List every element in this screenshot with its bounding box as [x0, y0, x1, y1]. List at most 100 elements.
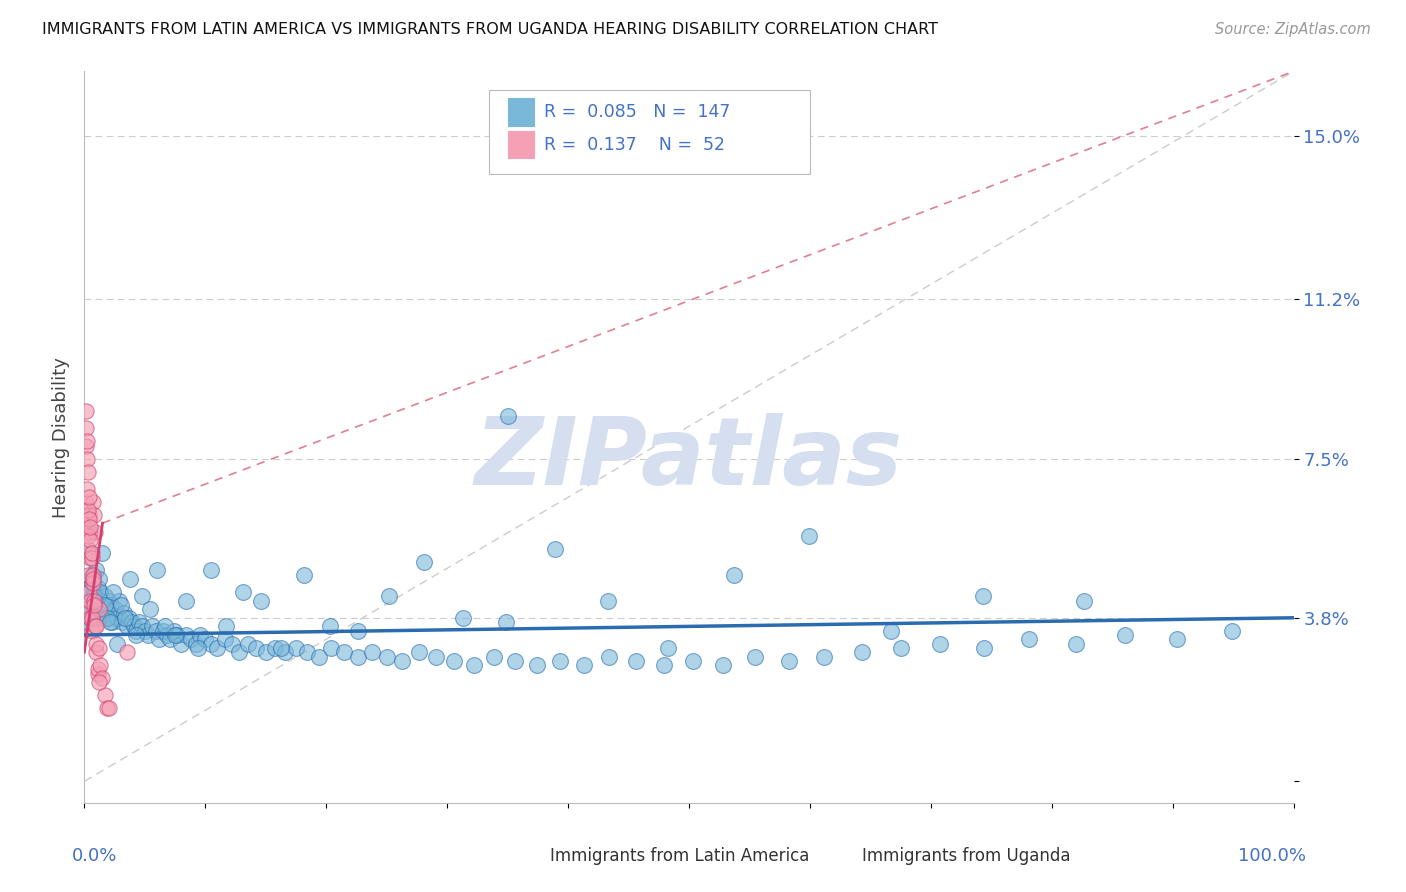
- Text: Immigrants from Uganda: Immigrants from Uganda: [862, 847, 1070, 865]
- Point: [77, 503, 100, 517]
- Point: [105, 637, 128, 651]
- Point: [86, 611, 108, 625]
- Point: [544, 541, 567, 556]
- Text: R =  0.085   N =  147: R = 0.085 N = 147: [544, 103, 730, 121]
- Point: [346, 624, 368, 638]
- Bar: [508, 98, 534, 126]
- Point: [79, 593, 101, 607]
- Point: [254, 645, 277, 659]
- Point: [94, 598, 117, 612]
- Point: [75, 421, 97, 435]
- Point: [134, 624, 156, 638]
- Point: [146, 564, 169, 578]
- Point: [245, 640, 267, 655]
- Point: [451, 611, 474, 625]
- Point: [890, 640, 912, 655]
- Point: [97, 593, 120, 607]
- Point: [141, 619, 163, 633]
- Point: [295, 645, 318, 659]
- Point: [80, 546, 103, 560]
- Point: [96, 701, 118, 715]
- Point: [97, 701, 120, 715]
- Point: [657, 640, 679, 655]
- Point: [408, 645, 430, 659]
- Point: [86, 645, 108, 659]
- Point: [115, 645, 138, 659]
- Point: [84, 593, 107, 607]
- Point: [77, 602, 100, 616]
- Point: [596, 593, 619, 607]
- Bar: [508, 130, 534, 159]
- Point: [80, 576, 103, 591]
- Point: [104, 602, 127, 616]
- Text: ZIPatlas: ZIPatlas: [475, 413, 903, 505]
- Point: [75, 602, 97, 616]
- Point: [200, 564, 222, 578]
- Point: [93, 607, 115, 621]
- Point: [91, 598, 114, 612]
- Point: [1220, 624, 1243, 638]
- Point: [413, 555, 436, 569]
- Point: [98, 607, 121, 621]
- Point: [86, 611, 108, 625]
- Point: [86, 637, 108, 651]
- Point: [91, 546, 114, 560]
- Point: [101, 615, 124, 629]
- Point: [90, 611, 112, 625]
- Point: [120, 572, 142, 586]
- Point: [83, 589, 105, 603]
- Point: [443, 654, 465, 668]
- Point: [118, 611, 141, 625]
- Point: [77, 491, 100, 505]
- Point: [1064, 637, 1087, 651]
- Point: [1114, 628, 1136, 642]
- Point: [86, 666, 108, 681]
- Point: [77, 508, 100, 522]
- Bar: [520, 846, 544, 866]
- Point: [77, 541, 100, 556]
- Point: [76, 482, 98, 496]
- Point: [100, 598, 122, 612]
- Point: [308, 649, 330, 664]
- Point: [79, 533, 101, 548]
- Point: [163, 624, 186, 638]
- Point: [86, 619, 108, 633]
- Point: [96, 611, 118, 625]
- Text: R =  0.137    N =  52: R = 0.137 N = 52: [544, 136, 725, 153]
- Point: [228, 645, 250, 659]
- Point: [79, 550, 101, 565]
- Point: [77, 529, 100, 543]
- Point: [89, 658, 111, 673]
- Point: [744, 649, 766, 664]
- Point: [174, 628, 197, 642]
- Point: [284, 640, 308, 655]
- Point: [76, 451, 98, 466]
- Point: [723, 567, 745, 582]
- Point: [503, 654, 526, 668]
- Point: [91, 671, 114, 685]
- Point: [108, 593, 131, 607]
- Point: [89, 585, 111, 599]
- Point: [83, 598, 105, 612]
- Point: [170, 637, 193, 651]
- Point: [378, 589, 401, 603]
- Point: [184, 637, 207, 651]
- Point: [80, 624, 103, 638]
- Point: [813, 649, 835, 664]
- Point: [84, 598, 107, 612]
- Point: [333, 645, 356, 659]
- Point: [463, 658, 485, 673]
- Point: [190, 628, 212, 642]
- Point: [346, 649, 368, 664]
- Point: [598, 649, 620, 664]
- Point: [77, 512, 100, 526]
- Point: [880, 624, 903, 638]
- Point: [484, 649, 506, 664]
- Point: [83, 508, 105, 522]
- Point: [232, 585, 254, 599]
- Text: Source: ZipAtlas.com: Source: ZipAtlas.com: [1215, 22, 1371, 37]
- Point: [125, 628, 148, 642]
- Point: [166, 628, 188, 642]
- Point: [79, 524, 101, 539]
- Point: [94, 602, 117, 616]
